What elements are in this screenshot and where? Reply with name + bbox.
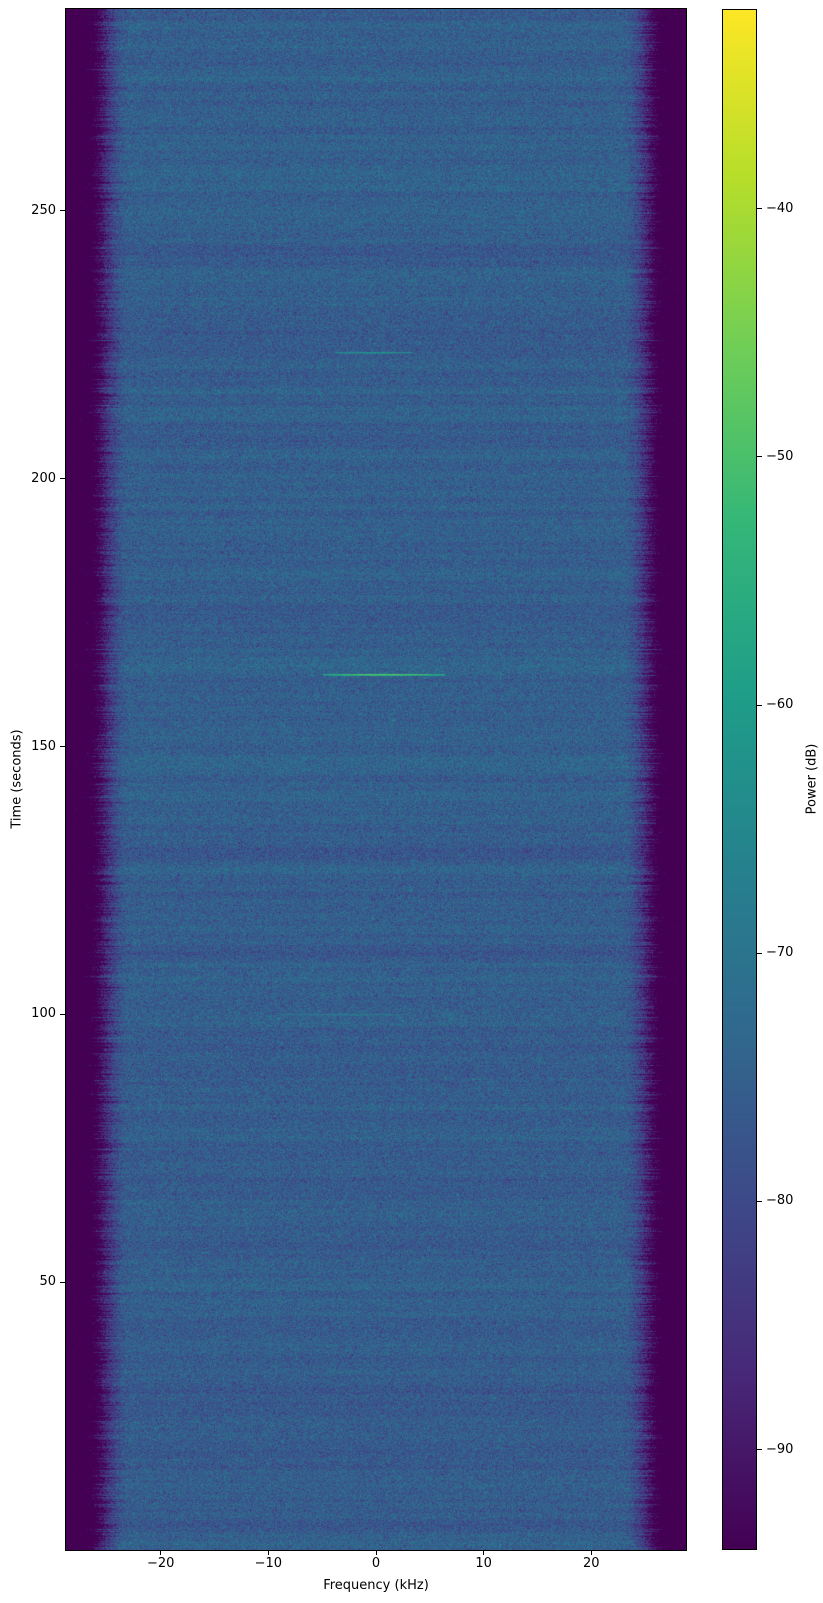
colorbar-label: Power (dB) (804, 743, 820, 815)
y-tick-label: 150 (31, 738, 56, 754)
x-axis-label: Frequency (kHz) (323, 1578, 429, 1593)
y-tick-label: 100 (31, 1006, 56, 1022)
colorbar-tick-mark (757, 208, 762, 210)
x-tick-label: −10 (254, 1556, 283, 1571)
y-axis-label: Time (seconds) (9, 729, 25, 829)
y-tick-label: 200 (31, 470, 56, 486)
x-tick-label: 10 (475, 1556, 492, 1571)
colorbar-tick-mark (757, 1449, 762, 1451)
colorbar-tick-mark (757, 1200, 762, 1202)
x-tick-label: 0 (371, 1556, 381, 1571)
spectrogram-image (66, 9, 686, 1550)
colorbar-tick-label: −40 (766, 200, 794, 216)
y-tick-label: 50 (39, 1274, 56, 1290)
x-tick-mark (483, 1550, 485, 1555)
x-tick-mark (375, 1550, 377, 1555)
y-tick-mark (60, 1281, 65, 1283)
colorbar-tick-label: −80 (766, 1193, 794, 1209)
y-tick-mark (60, 210, 65, 212)
y-tick-mark (60, 746, 65, 748)
plot-area (65, 8, 687, 1551)
x-tick-mark (590, 1550, 592, 1555)
x-tick-mark (267, 1550, 269, 1555)
y-tick-mark (60, 1013, 65, 1015)
x-tick-mark (160, 1550, 162, 1555)
x-tick-label: −20 (147, 1556, 175, 1571)
y-tick-label: 250 (31, 202, 56, 218)
colorbar-tick-mark (757, 952, 762, 954)
colorbar-tick-mark (757, 456, 762, 458)
colorbar-gradient (723, 10, 756, 1549)
x-tick-label: 20 (582, 1556, 600, 1571)
colorbar-tick-label: −90 (766, 1441, 794, 1457)
colorbar-tick-label: −60 (766, 697, 794, 713)
y-tick-mark (60, 478, 65, 480)
colorbar-tick-mark (757, 704, 762, 706)
colorbar-tick-label: −50 (766, 448, 794, 464)
colorbar-tick-label: −70 (766, 945, 794, 961)
colorbar (722, 9, 757, 1550)
